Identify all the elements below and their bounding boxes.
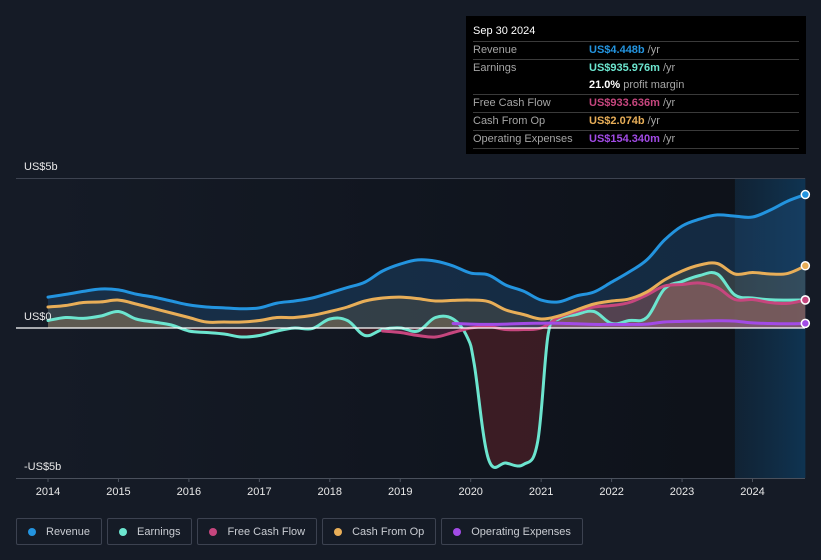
legend-label: Cash From Op [352, 525, 425, 538]
tooltip: Sep 30 2024 Revenue US$4.448b /yr Earnin… [466, 16, 806, 154]
y-tick-label-bottom: -US$5b [24, 461, 61, 473]
x-tick-label: 2024 [740, 486, 764, 498]
x-tick-label: 2021 [529, 486, 553, 498]
tooltip-date: Sep 30 2024 [473, 23, 799, 42]
tooltip-row-cash-from-op: Cash From Op US$2.074b /yr [473, 113, 799, 131]
tooltip-row-free-cash-flow: Free Cash Flow US$933.636m /yr [473, 95, 799, 113]
cash-from-op-area [48, 262, 806, 328]
y-tick-label-zero: US$0 [24, 311, 52, 323]
tooltip-row-revenue: Revenue US$4.448b /yr [473, 42, 799, 60]
tooltip-row-earnings: Earnings US$935.976m /yr [473, 60, 799, 77]
tooltip-value: US$4.448b [589, 44, 645, 56]
tooltip-label: Earnings [473, 62, 517, 74]
x-tick-label: 2023 [670, 486, 694, 498]
free-cash-flow-line [381, 281, 807, 339]
tooltip-value: US$154.340m [589, 133, 660, 145]
x-tick-label: 2015 [106, 486, 130, 498]
tooltip-value: US$2.074b [589, 115, 645, 127]
legend-item-cash-from-op[interactable]: Cash From Op [322, 518, 437, 545]
tooltip-label [473, 77, 589, 94]
tooltip-row-profit-margin: 21.0% profit margin [473, 77, 799, 95]
legend-dot-icon [209, 527, 218, 536]
tooltip-unit: /yr [662, 97, 676, 109]
legend-dot-icon [334, 527, 343, 536]
tooltip-unit: profit margin [623, 79, 685, 91]
legend: Revenue Earnings Free Cash Flow Cash Fro… [16, 518, 583, 545]
legend-item-operating-expenses[interactable]: Operating Expenses [441, 518, 583, 545]
x-tick-label: 2016 [177, 486, 201, 498]
earnings-area [48, 272, 806, 468]
tooltip-label: Revenue [473, 44, 518, 56]
tooltip-unit: /yr [662, 133, 676, 145]
x-tick-label: 2014 [36, 486, 60, 498]
tooltip-label: Cash From Op [473, 115, 546, 127]
tooltip-unit: /yr [647, 115, 660, 127]
tooltip-unit: /yr [662, 62, 676, 74]
operating-expenses-area [453, 320, 806, 328]
tooltip-row-operating-expenses: Operating Expenses US$154.340m /yr [473, 131, 799, 149]
x-tick-label: 2017 [247, 486, 271, 498]
tooltip-label: Operating Expenses [473, 133, 573, 145]
legend-label: Earnings [137, 525, 181, 538]
free-cash-flow-end-marker[interactable] [800, 295, 811, 305]
revenue-end-marker[interactable] [800, 189, 811, 200]
x-tick-label: 2018 [318, 486, 342, 498]
legend-dot-icon [119, 527, 128, 536]
earnings-positive-area [48, 272, 806, 328]
tooltip-value: US$935.976m [589, 62, 660, 74]
x-tick-label: 2020 [458, 486, 482, 498]
tooltip-label: Free Cash Flow [473, 97, 551, 109]
tooltip-value: 21.0% [589, 79, 621, 91]
tooltip-value: US$933.636m [589, 97, 660, 109]
cash-from-op-line [46, 261, 807, 324]
legend-label: Revenue [46, 525, 91, 538]
x-tick-label: 2019 [388, 486, 412, 498]
cash-from-op-end-marker[interactable] [800, 261, 811, 271]
legend-item-earnings[interactable]: Earnings [107, 518, 193, 545]
operating-expenses-end-marker[interactable] [800, 318, 811, 329]
legend-dot-icon [453, 527, 462, 536]
revenue-line [46, 193, 807, 311]
operating-expenses-line [451, 319, 807, 326]
legend-dot-icon [28, 527, 36, 536]
y-tick-label-top: US$5b [24, 161, 58, 173]
legend-label: Free Cash Flow [227, 525, 306, 538]
tooltip-unit: /yr [647, 44, 660, 56]
legend-item-free-cash-flow[interactable]: Free Cash Flow [197, 518, 318, 545]
legend-label: Operating Expenses [471, 525, 571, 538]
legend-item-revenue[interactable]: Revenue [16, 518, 103, 545]
x-tick-label: 2022 [599, 486, 623, 498]
